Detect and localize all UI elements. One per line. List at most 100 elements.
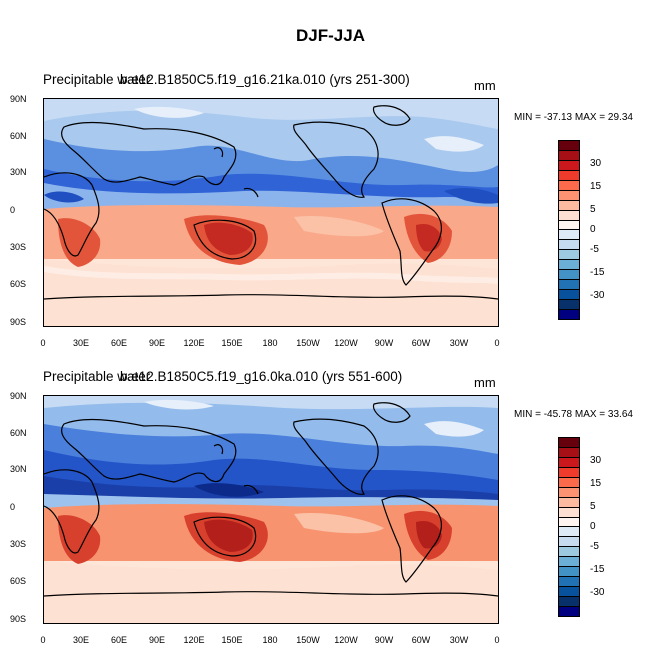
lat-tick-label: 60S <box>10 576 27 586</box>
colorbar-label: -30 <box>590 587 605 598</box>
colorbar-swatch <box>559 250 579 261</box>
panel-2-map <box>43 395 499 624</box>
lon-tick-label: 0 <box>40 338 46 348</box>
colorbar-swatch <box>559 190 579 201</box>
lon-tick-label: 30E <box>72 338 90 348</box>
lon-tick-label: 150W <box>296 338 320 348</box>
panel-1-colorbar <box>558 140 580 320</box>
lon-tick-label: 60E <box>110 635 128 645</box>
colorbar-swatch <box>559 597 579 607</box>
colorbar-swatch <box>559 438 579 448</box>
lon-tick-label: 30W <box>449 338 469 348</box>
lat-tick-label: 90S <box>10 317 27 327</box>
colorbar-label: -15 <box>590 564 605 575</box>
colorbar-label: 0 <box>590 521 596 532</box>
lon-tick-label: 60W <box>411 635 431 645</box>
colorbar-swatch <box>559 230 579 241</box>
panel-1-case-label: b.e12.B1850C5.f19_g16.21ka.010 (yrs 251-… <box>120 72 410 87</box>
map-panel-1: Precipitable water b.e12.B1850C5.f19_g16… <box>0 70 661 360</box>
panel-1-variable-label: Precipitable water <box>43 72 151 87</box>
lon-tick-label: 150E <box>221 338 243 348</box>
lon-tick-label: 0 <box>494 338 500 348</box>
colorbar-swatch <box>559 220 579 231</box>
colorbar-swatch <box>559 180 579 191</box>
colorbar-swatch <box>559 290 579 300</box>
colorbar-swatch <box>559 606 579 616</box>
lon-tick-label: 90W <box>374 635 394 645</box>
colorbar-swatch <box>559 260 579 271</box>
colorbar-swatch <box>559 457 579 468</box>
colorbar-swatch <box>559 547 579 558</box>
colorbar-swatch <box>559 240 579 251</box>
lat-tick-label: 0 <box>10 205 16 215</box>
colorbar-swatch <box>559 280 579 291</box>
colorbar-swatch <box>559 487 579 498</box>
panel-1-units-label: mm <box>474 78 496 93</box>
lat-tick-label: 30S <box>10 539 27 549</box>
panel-2-min-max: MIN = -45.78 MAX = 33.64 <box>514 409 633 420</box>
colorbar-swatch <box>559 160 579 171</box>
lon-tick-label: 180 <box>262 635 278 645</box>
colorbar-label: -5 <box>590 244 599 255</box>
lon-tick-label: 90W <box>374 338 394 348</box>
panel-2-units-label: mm <box>474 375 496 390</box>
colorbar-swatch <box>559 270 579 281</box>
colorbar-swatch <box>559 170 579 181</box>
colorbar-swatch <box>559 309 579 319</box>
lat-tick-label: 30N <box>10 464 27 474</box>
colorbar-swatch <box>559 497 579 508</box>
lon-tick-label: 120W <box>334 338 358 348</box>
lon-tick-label: 150E <box>221 635 243 645</box>
lat-tick-label: 60S <box>10 279 27 289</box>
colorbar-swatch <box>559 507 579 518</box>
panel-1-min-max: MIN = -37.13 MAX = 29.34 <box>514 112 633 123</box>
panel-1-contour-map <box>44 99 498 326</box>
colorbar-swatch <box>559 527 579 538</box>
lat-tick-label: 90N <box>10 391 27 401</box>
colorbar-swatch <box>559 517 579 528</box>
colorbar-label: 30 <box>590 158 602 169</box>
lon-tick-label: 120E <box>183 338 205 348</box>
map-panel-2: Precipitable water b.e12.B1850C5.f19_g16… <box>0 367 661 657</box>
lon-tick-label: 0 <box>494 635 500 645</box>
colorbar-swatch <box>559 477 579 488</box>
colorbar-swatch <box>559 300 579 310</box>
lon-tick-label: 120W <box>334 635 358 645</box>
colorbar-swatch <box>559 150 579 161</box>
panel-2-case-label: b.e12.B1850C5.f19_g16.0ka.010 (yrs 551-6… <box>120 369 403 384</box>
lat-tick-label: 0 <box>10 502 16 512</box>
lon-tick-label: 120E <box>183 635 205 645</box>
colorbar-label: 5 <box>590 204 596 215</box>
colorbar-swatch <box>559 567 579 578</box>
lat-tick-label: 30N <box>10 167 27 177</box>
figure-title: DJF-JJA <box>296 26 365 45</box>
colorbar-swatch <box>559 557 579 568</box>
lon-tick-label: 0 <box>40 635 46 645</box>
colorbar-swatch <box>559 141 579 151</box>
panel-1-map <box>43 98 499 327</box>
colorbar-label: -15 <box>590 267 605 278</box>
colorbar-swatch <box>559 200 579 211</box>
colorbar-label: 15 <box>590 478 602 489</box>
colorbar-swatch <box>559 447 579 458</box>
colorbar-label: 5 <box>590 501 596 512</box>
lon-tick-label: 90E <box>148 338 166 348</box>
colorbar-swatch <box>559 467 579 478</box>
lon-tick-label: 150W <box>296 635 320 645</box>
lat-tick-label: 60N <box>10 428 27 438</box>
colorbar-label: -30 <box>590 290 605 301</box>
lon-tick-label: 60W <box>411 338 431 348</box>
colorbar-label: 30 <box>590 455 602 466</box>
colorbar-swatch <box>559 537 579 548</box>
panel-2-contour-map <box>44 396 498 623</box>
panel-2-variable-label: Precipitable water <box>43 369 151 384</box>
lon-tick-label: 90E <box>148 635 166 645</box>
colorbar-label: 0 <box>590 224 596 235</box>
lon-tick-label: 60E <box>110 338 128 348</box>
lon-tick-label: 30W <box>449 635 469 645</box>
panel-2-colorbar <box>558 437 580 617</box>
lat-tick-label: 60N <box>10 131 27 141</box>
colorbar-swatch <box>559 210 579 221</box>
colorbar-swatch <box>559 587 579 597</box>
colorbar-swatch <box>559 577 579 588</box>
